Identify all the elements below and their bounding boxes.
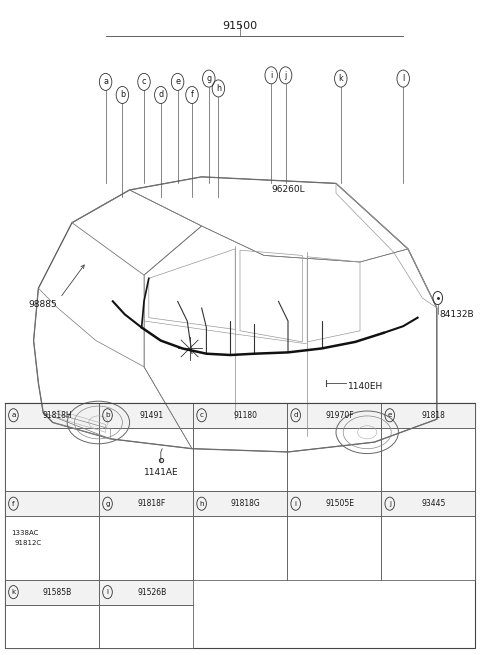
Text: h: h	[216, 84, 221, 93]
Text: 91585B: 91585B	[43, 588, 72, 597]
Text: 93445: 93445	[422, 499, 446, 508]
Text: e: e	[387, 412, 392, 419]
Text: j: j	[389, 500, 391, 507]
Text: 91505E: 91505E	[325, 499, 354, 508]
Text: 1141AE: 1141AE	[144, 468, 178, 477]
Text: f: f	[12, 500, 15, 507]
Text: 1140EH: 1140EH	[348, 382, 383, 391]
Text: f: f	[191, 90, 193, 100]
Text: 91970F: 91970F	[325, 411, 354, 420]
Text: 91526B: 91526B	[137, 588, 166, 597]
Text: l: l	[107, 589, 108, 595]
Text: d: d	[293, 412, 298, 419]
Text: g: g	[105, 500, 110, 507]
Bar	[99, 516, 193, 580]
Text: 91500: 91500	[222, 21, 258, 31]
Text: 91818F: 91818F	[138, 499, 166, 508]
Bar	[99, 403, 193, 428]
Text: 91812C: 91812C	[14, 540, 42, 546]
Bar	[99, 605, 193, 648]
Text: c: c	[200, 412, 204, 419]
Bar	[5, 516, 99, 580]
Text: 84132B: 84132B	[439, 310, 474, 319]
Text: 91818H: 91818H	[43, 411, 72, 420]
Text: i: i	[295, 500, 297, 507]
Text: h: h	[199, 500, 204, 507]
Text: a: a	[103, 77, 108, 86]
Text: 1338AC: 1338AC	[11, 530, 38, 536]
Text: b: b	[120, 90, 125, 100]
Bar	[5, 403, 99, 428]
Bar	[193, 428, 287, 491]
Text: d: d	[158, 90, 163, 100]
Text: 91180: 91180	[234, 411, 258, 420]
Text: i: i	[270, 71, 272, 80]
Text: 98885: 98885	[29, 300, 58, 309]
Bar	[99, 580, 193, 605]
Bar	[193, 516, 287, 580]
Bar	[5, 491, 99, 516]
Text: 96260L: 96260L	[271, 185, 305, 195]
Bar	[381, 516, 475, 580]
Bar	[99, 491, 193, 516]
Text: 91818: 91818	[422, 411, 446, 420]
Bar	[5, 428, 99, 491]
Text: k: k	[338, 74, 343, 83]
Text: k: k	[12, 589, 15, 595]
Text: a: a	[11, 412, 16, 419]
Text: l: l	[402, 74, 404, 83]
Bar	[381, 403, 475, 428]
Bar	[287, 516, 381, 580]
Bar	[5, 605, 99, 648]
Bar	[287, 403, 381, 428]
Bar	[5, 580, 99, 605]
Bar	[5, 403, 475, 648]
Text: j: j	[285, 71, 287, 80]
Text: b: b	[105, 412, 110, 419]
Bar	[193, 403, 287, 428]
Bar	[287, 491, 381, 516]
Text: c: c	[142, 77, 146, 86]
Bar	[381, 428, 475, 491]
Bar	[193, 491, 287, 516]
Text: 91818G: 91818G	[231, 499, 261, 508]
Bar	[99, 428, 193, 491]
Text: e: e	[175, 77, 180, 86]
Text: g: g	[206, 74, 211, 83]
Bar	[381, 491, 475, 516]
Text: 91491: 91491	[140, 411, 164, 420]
Bar	[287, 428, 381, 491]
